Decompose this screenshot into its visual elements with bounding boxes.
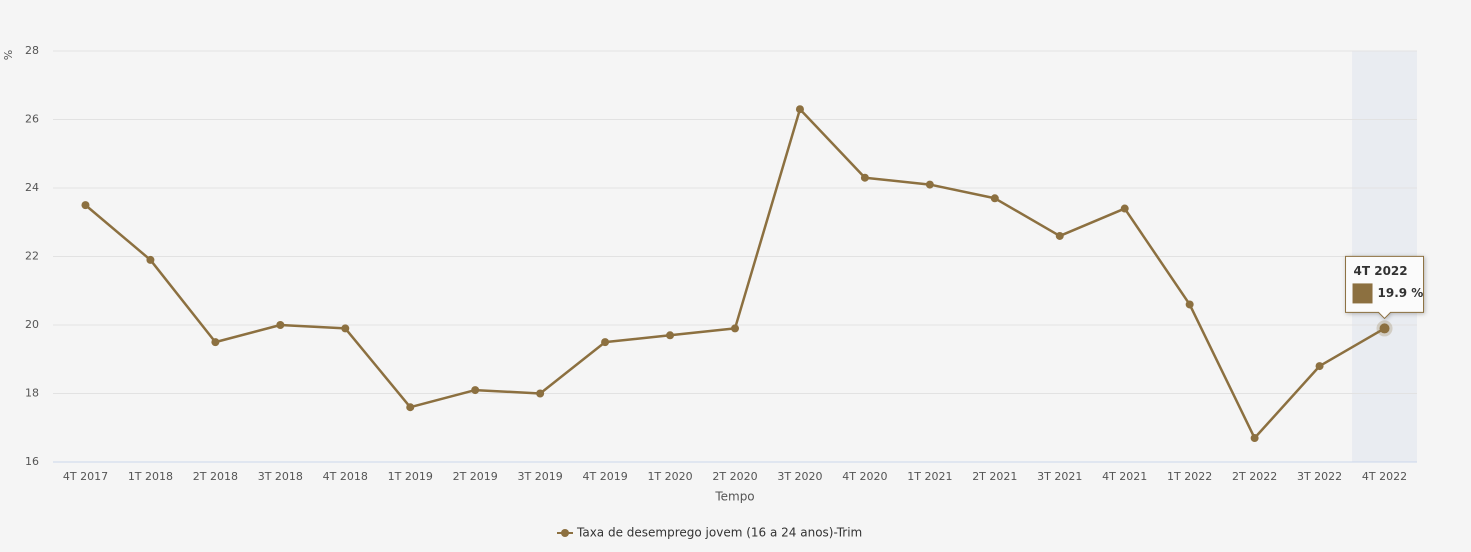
data-point [536, 389, 545, 398]
x-tick-label: 1T 2019 [388, 470, 433, 483]
x-tick-label: 3T 2020 [777, 470, 822, 483]
x-tick-label: 4T 2021 [1102, 470, 1147, 483]
data-point [81, 201, 90, 210]
x-tick-label: 4T 2019 [582, 470, 627, 483]
x-tick-label: 1T 2020 [647, 470, 692, 483]
x-tick-label: 2T 2021 [972, 470, 1017, 483]
x-tick-label: 2T 2019 [453, 470, 498, 483]
data-point [471, 386, 480, 395]
data-point [146, 255, 155, 264]
x-tick-label: 3T 2019 [518, 470, 563, 483]
data-point [1185, 300, 1194, 309]
data-point [406, 403, 415, 412]
y-tick-label: 18 [25, 387, 39, 400]
data-point [1315, 362, 1324, 371]
y-tick-label: 28 [25, 44, 39, 57]
tooltip-value: 19.9 % [1378, 286, 1424, 300]
data-point [925, 180, 934, 189]
x-tick-label: 3T 2021 [1037, 470, 1082, 483]
y-tick-label: 26 [25, 113, 39, 126]
legend-marker [561, 529, 569, 537]
x-tick-label: 4T 2018 [323, 470, 368, 483]
x-tick-label: 3T 2018 [258, 470, 303, 483]
data-point [1250, 434, 1259, 443]
y-tick-label: 20 [25, 318, 39, 331]
data-point [860, 173, 869, 182]
data-point [1120, 204, 1129, 213]
tooltip-title: 4T 2022 [1354, 264, 1408, 278]
x-tick-label: 4T 2020 [842, 470, 887, 483]
data-point [1055, 231, 1064, 240]
legend-label: Taxa de desemprego jovem (16 a 24 anos)-… [576, 526, 862, 540]
data-point [1379, 323, 1390, 334]
x-tick-label: 2T 2020 [712, 470, 757, 483]
x-tick-label: 1T 2022 [1167, 470, 1212, 483]
data-point [731, 324, 739, 333]
y-tick-label: 22 [25, 250, 39, 263]
data-point [276, 321, 285, 329]
y-axis-label: % [2, 50, 15, 60]
data-point [341, 324, 350, 333]
x-tick-label: 1T 2018 [128, 470, 173, 483]
data-point [795, 105, 804, 114]
x-tick-label: 2T 2022 [1232, 470, 1277, 483]
x-tick-label: 3T 2022 [1297, 470, 1342, 483]
x-tick-label: 4T 2022 [1362, 470, 1407, 483]
x-tick-label: 1T 2021 [907, 470, 952, 483]
x-tick-label: 4T 2017 [63, 470, 108, 483]
data-point [990, 194, 999, 203]
x-tick-label: 2T 2018 [193, 470, 238, 483]
tooltip-swatch [1352, 283, 1373, 304]
data-point [666, 331, 675, 340]
y-tick-label: 24 [25, 181, 39, 194]
x-axis-label: Tempo [714, 490, 754, 504]
data-point [601, 338, 610, 347]
y-tick-label: 16 [25, 455, 39, 468]
data-point [211, 338, 220, 347]
